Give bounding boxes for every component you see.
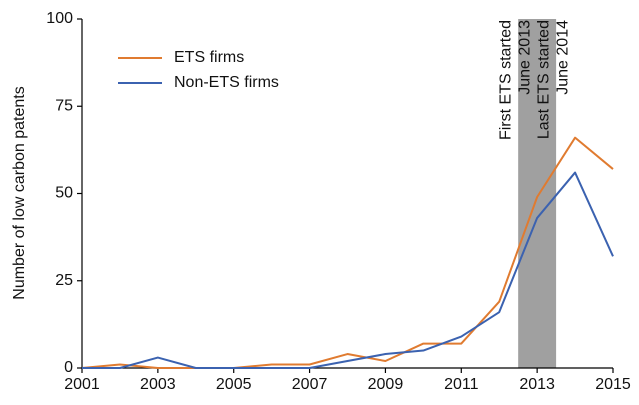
x-tick-label: 2001 bbox=[64, 376, 100, 393]
x-tick-label: 2009 bbox=[368, 376, 404, 393]
shaded-period bbox=[518, 19, 557, 368]
y-tick-label: 25 bbox=[55, 272, 73, 289]
line bbox=[81, 136, 614, 369]
x-tick-label: 2005 bbox=[216, 376, 252, 393]
x-tick-label: 2013 bbox=[519, 376, 555, 393]
x-tick-label: 2011 bbox=[444, 376, 479, 393]
annotation: First ETS started bbox=[497, 20, 514, 140]
y-tick-label: 75 bbox=[55, 97, 73, 114]
x-tick-label: 2015 bbox=[595, 376, 631, 393]
y-tick-label: 100 bbox=[46, 10, 73, 27]
line bbox=[82, 171, 614, 369]
x-tick-label: 2003 bbox=[140, 376, 176, 393]
annotation: June 2013 bbox=[516, 20, 533, 95]
annotation: June 2014 bbox=[554, 20, 571, 95]
y-axis-label: Number of low carbon patents bbox=[11, 86, 28, 299]
legend-label: ETS firms bbox=[174, 49, 244, 66]
y-tick-label: 0 bbox=[64, 359, 73, 376]
legend-label: Non-ETS firms bbox=[174, 74, 279, 91]
y-tick-label: 50 bbox=[55, 185, 73, 202]
annotation: Last ETS started bbox=[535, 20, 552, 139]
x-tick-label: 2007 bbox=[292, 376, 328, 393]
